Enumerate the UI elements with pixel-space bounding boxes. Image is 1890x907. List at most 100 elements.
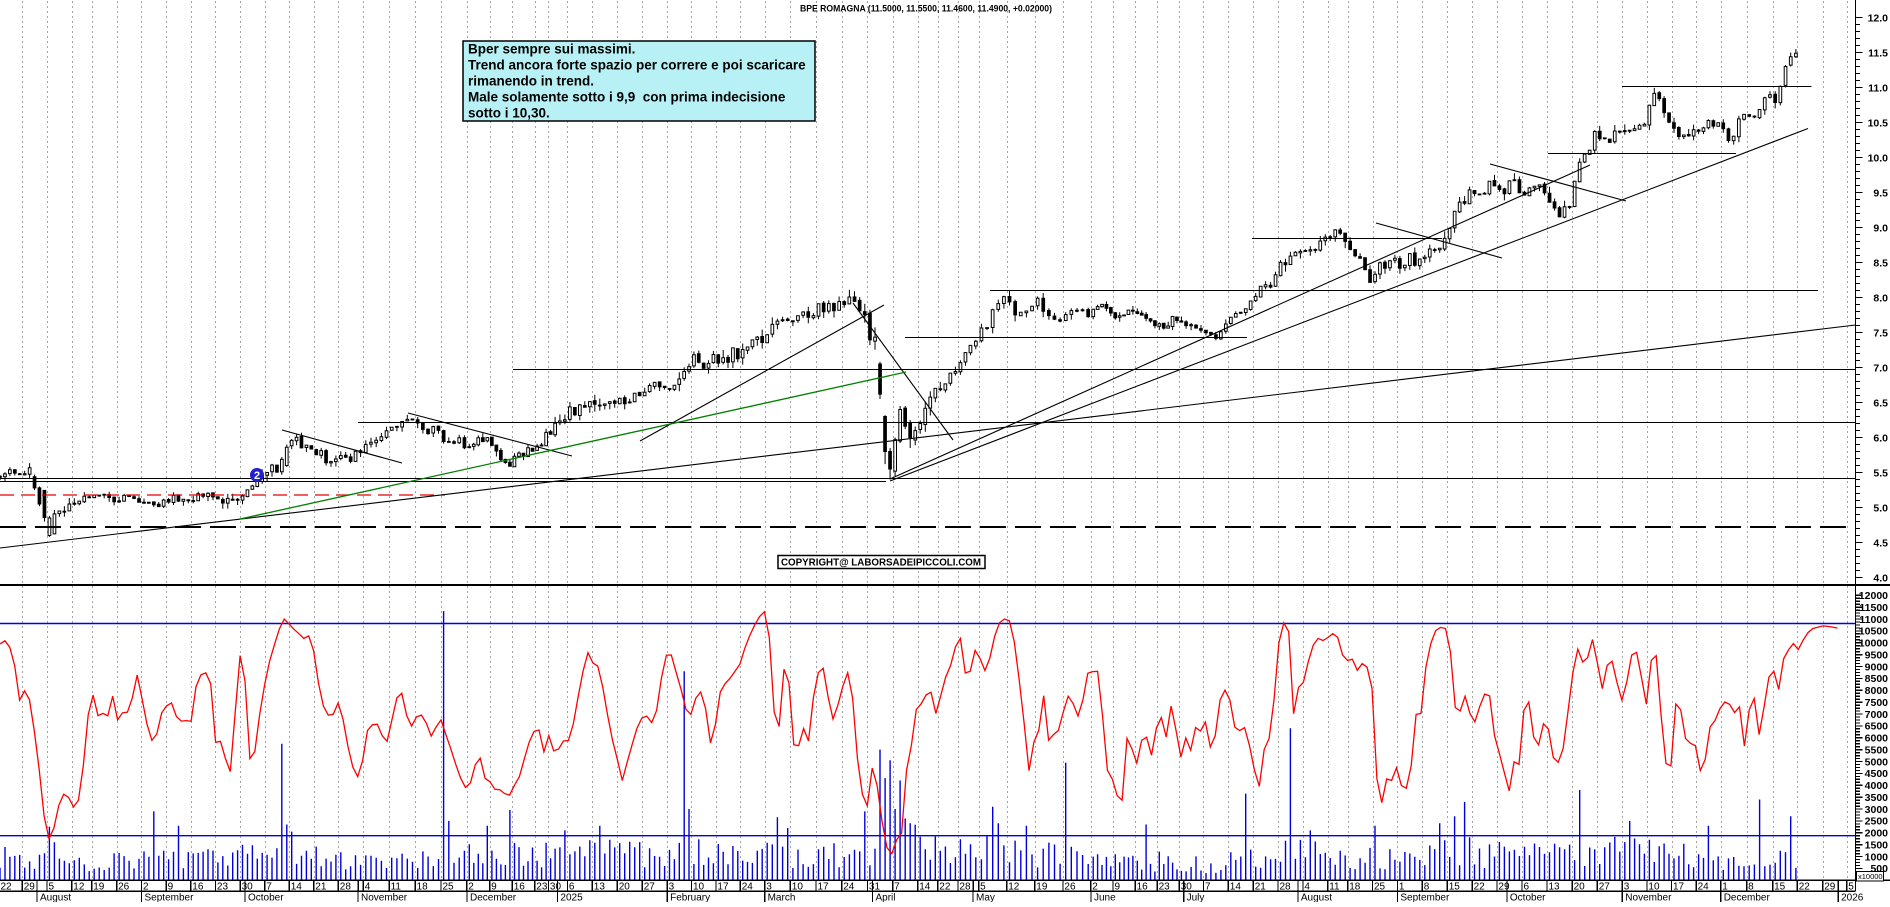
svg-text:4: 4 [1304, 882, 1310, 893]
svg-text:Bper sempre sui massimi.: Bper sempre sui massimi. [468, 42, 635, 57]
svg-text:3: 3 [1624, 882, 1630, 893]
svg-text:30: 30 [550, 882, 562, 893]
svg-text:17: 17 [717, 882, 729, 893]
svg-text:24: 24 [843, 882, 855, 893]
svg-text:October: October [248, 893, 284, 903]
svg-text:12: 12 [1008, 882, 1020, 893]
svg-text:6.0: 6.0 [1873, 432, 1888, 444]
svg-text:18: 18 [1349, 882, 1361, 893]
svg-text:30: 30 [242, 882, 254, 893]
svg-text:1: 1 [1722, 882, 1728, 893]
svg-text:8.0: 8.0 [1873, 292, 1888, 304]
svg-text:5500: 5500 [1865, 744, 1889, 756]
svg-text:31: 31 [869, 882, 881, 893]
svg-text:9: 9 [168, 882, 174, 893]
svg-text:6000: 6000 [1865, 733, 1889, 745]
svg-text:27: 27 [644, 882, 656, 893]
svg-text:5: 5 [49, 882, 55, 893]
svg-text:February: February [670, 893, 710, 903]
svg-text:25: 25 [1374, 882, 1386, 893]
svg-text:8.5: 8.5 [1873, 257, 1888, 269]
svg-text:September: September [1400, 893, 1450, 903]
svg-text:August: August [40, 893, 71, 903]
svg-text:29: 29 [1498, 882, 1510, 893]
svg-text:2025: 2025 [560, 893, 583, 903]
svg-text:2: 2 [254, 470, 260, 482]
svg-text:21: 21 [315, 882, 327, 893]
svg-text:3500: 3500 [1865, 792, 1889, 804]
svg-text:23: 23 [1159, 882, 1171, 893]
svg-text:17: 17 [1673, 882, 1685, 893]
svg-text:29: 29 [24, 882, 36, 893]
svg-text:2: 2 [1092, 882, 1098, 893]
svg-text:6500: 6500 [1865, 721, 1889, 733]
svg-text:16: 16 [192, 882, 204, 893]
svg-text:19: 19 [1036, 882, 1048, 893]
svg-text:6: 6 [569, 882, 575, 893]
svg-text:10000: 10000 [1859, 638, 1888, 650]
svg-text:15: 15 [1774, 882, 1786, 893]
svg-text:10.0: 10.0 [1868, 152, 1889, 164]
svg-text:8: 8 [1748, 882, 1754, 893]
svg-text:Male solamente sotto i 9,9 co: Male solamente sotto i 9,9 con prima ind… [468, 90, 786, 105]
svg-text:6.5: 6.5 [1873, 397, 1888, 409]
svg-text:December: December [1724, 893, 1771, 903]
svg-text:20: 20 [619, 882, 631, 893]
svg-text:20: 20 [1574, 882, 1586, 893]
svg-text:7000: 7000 [1865, 709, 1889, 721]
svg-text:March: March [768, 893, 796, 903]
svg-text:October: October [1510, 893, 1546, 903]
svg-text:rimanendo in trend.: rimanendo in trend. [468, 74, 594, 89]
svg-text:24: 24 [742, 882, 754, 893]
svg-text:14: 14 [291, 882, 303, 893]
svg-text:2: 2 [468, 882, 474, 893]
svg-text:7500: 7500 [1865, 697, 1889, 709]
svg-text:8: 8 [1424, 882, 1430, 893]
svg-text:19: 19 [93, 882, 105, 893]
svg-text:May: May [976, 893, 995, 903]
svg-text:28: 28 [340, 882, 352, 893]
svg-text:7.5: 7.5 [1873, 327, 1888, 339]
svg-text:12.0: 12.0 [1868, 12, 1889, 24]
svg-text:28: 28 [959, 882, 971, 893]
svg-text:2500: 2500 [1865, 816, 1889, 828]
svg-text:July: July [1187, 893, 1205, 903]
svg-text:7: 7 [1205, 882, 1211, 893]
svg-text:8000: 8000 [1865, 685, 1889, 697]
svg-text:22: 22 [1474, 882, 1486, 893]
svg-text:2000: 2000 [1865, 828, 1889, 840]
svg-text:3: 3 [669, 882, 675, 893]
svg-text:9000: 9000 [1865, 661, 1889, 673]
svg-text:24: 24 [1698, 882, 1710, 893]
svg-text:11.5: 11.5 [1868, 47, 1888, 59]
svg-text:11.0: 11.0 [1868, 82, 1888, 94]
svg-text:November: November [1625, 893, 1672, 903]
svg-text:27: 27 [1599, 882, 1611, 893]
svg-text:4.5: 4.5 [1873, 537, 1888, 549]
svg-text:November: November [361, 893, 408, 903]
svg-text:August: August [1301, 893, 1332, 903]
svg-text:22: 22 [939, 882, 951, 893]
svg-text:2: 2 [143, 882, 149, 893]
svg-text:1500: 1500 [1865, 840, 1889, 852]
svg-text:22: 22 [1799, 882, 1811, 893]
svg-text:5.5: 5.5 [1873, 467, 1888, 479]
svg-text:7: 7 [894, 882, 900, 893]
svg-text:10: 10 [693, 882, 705, 893]
svg-text:9: 9 [491, 882, 497, 893]
svg-text:26: 26 [118, 882, 130, 893]
svg-text:21: 21 [1255, 882, 1267, 893]
svg-text:COPYRIGHT@ LABORSADEIPICCOLI.C: COPYRIGHT@ LABORSADEIPICCOLI.COM [781, 557, 981, 568]
svg-text:26: 26 [1064, 882, 1076, 893]
svg-text:22: 22 [1, 882, 13, 893]
svg-text:3: 3 [766, 882, 772, 893]
svg-text:30: 30 [1181, 882, 1193, 893]
svg-text:3000: 3000 [1865, 804, 1889, 816]
svg-text:9.0: 9.0 [1873, 222, 1888, 234]
svg-text:2026: 2026 [1841, 893, 1864, 903]
svg-text:28: 28 [1280, 882, 1292, 893]
svg-text:April: April [876, 893, 896, 903]
svg-text:10.5: 10.5 [1868, 117, 1889, 129]
svg-text:8500: 8500 [1865, 673, 1889, 685]
svg-text:5: 5 [980, 882, 986, 893]
